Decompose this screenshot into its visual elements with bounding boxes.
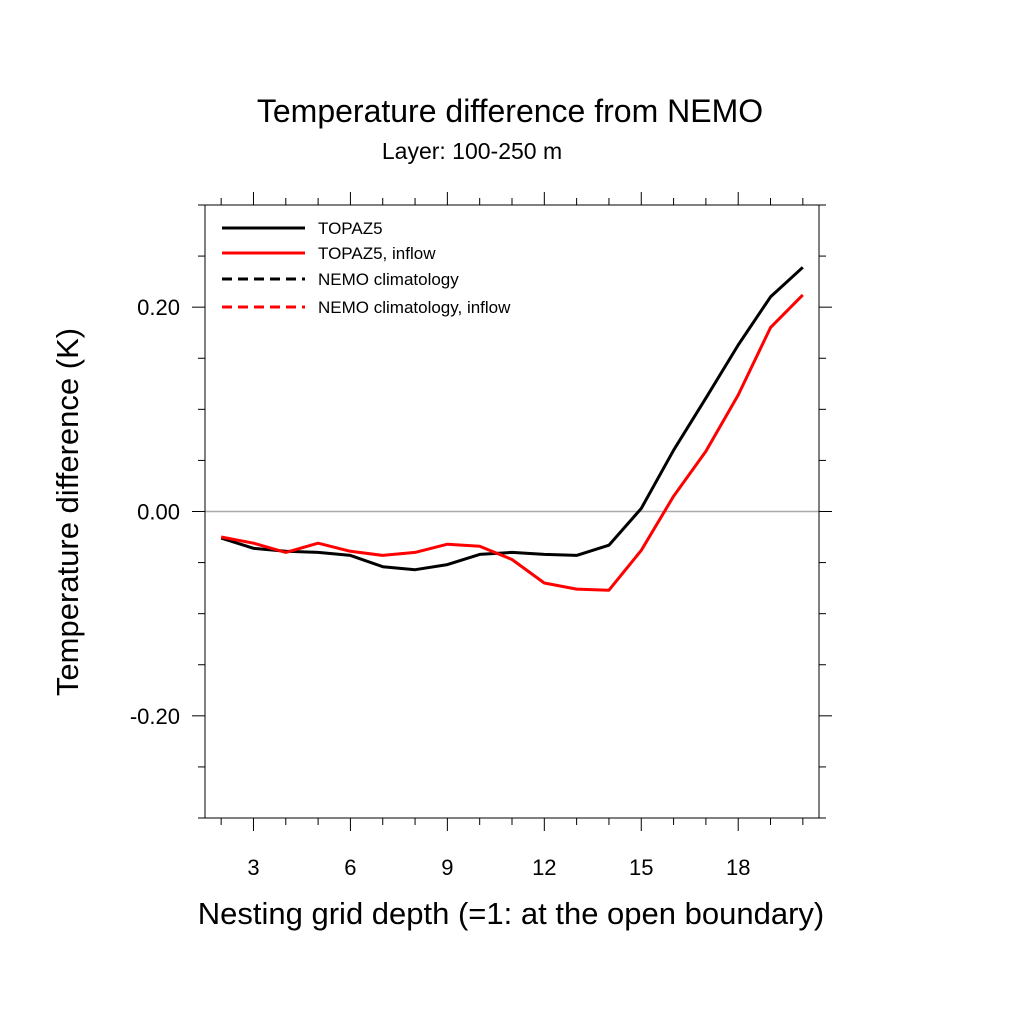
legend-label: TOPAZ5: [318, 219, 383, 238]
legend-label: NEMO climatology: [318, 270, 459, 289]
y-tick-label: 0.20: [137, 295, 180, 320]
chart-subtitle: Layer: 100-250 m: [382, 138, 562, 164]
x-tick-label: 15: [629, 855, 653, 880]
x-tick-label: 12: [532, 855, 556, 880]
x-axis-label: Nesting grid depth (=1: at the open boun…: [198, 896, 824, 931]
x-tick-label: 9: [441, 855, 453, 880]
line-series: [220, 293, 804, 592]
legend-label: NEMO climatology, inflow: [318, 298, 511, 317]
chart-title: Temperature difference from NEMO: [257, 93, 763, 129]
y-axis-label: Temperature difference (K): [50, 328, 85, 696]
line-series: [220, 266, 804, 572]
y-tick-label: -0.20: [130, 704, 180, 729]
x-tick-label: 18: [726, 855, 750, 880]
x-tick-label: 3: [247, 855, 259, 880]
y-tick-label: 0.00: [137, 500, 180, 525]
legend-label: TOPAZ5, inflow: [318, 244, 436, 263]
x-tick-label: 6: [344, 855, 356, 880]
